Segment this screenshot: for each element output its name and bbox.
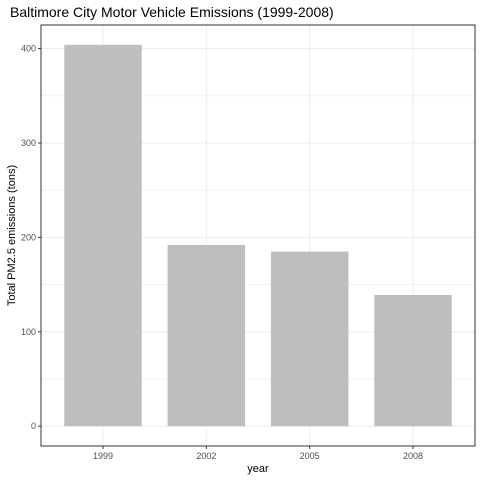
x-tick-label: 2008 <box>403 451 423 461</box>
x-axis-title: year <box>247 463 269 475</box>
y-axis-title: Total PM2.5 emissions (tons) <box>6 165 18 306</box>
bar-1999 <box>64 45 142 426</box>
y-tick-label: 300 <box>21 138 36 148</box>
bar-2008 <box>374 295 452 426</box>
x-tick-label: 1999 <box>93 451 113 461</box>
bars <box>64 45 452 426</box>
bar-2005 <box>271 252 349 427</box>
y-tick-label: 100 <box>21 327 36 337</box>
x-tick-label: 2005 <box>300 451 320 461</box>
y-tick-label: 400 <box>21 44 36 54</box>
y-tick-label: 0 <box>31 421 36 431</box>
bar-2002 <box>168 245 246 426</box>
y-tick-label: 200 <box>21 232 36 242</box>
x-tick-label: 2002 <box>196 451 216 461</box>
